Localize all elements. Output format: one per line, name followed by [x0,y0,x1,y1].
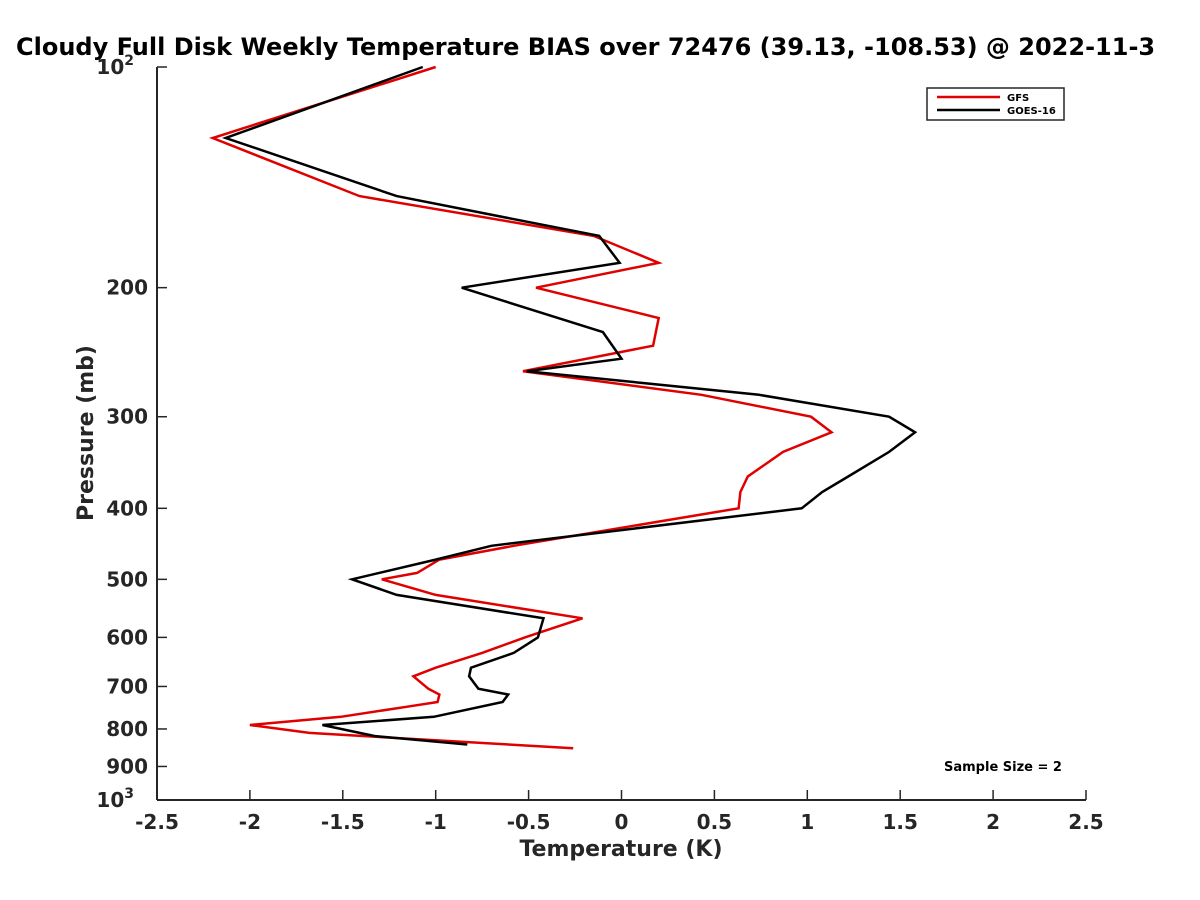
y-tick-exponent: 2 [124,53,134,69]
y-tick-label: 800 [106,717,148,741]
chart-title: Cloudy Full Disk Weekly Temperature BIAS… [16,33,1155,61]
x-tick-label: -1.5 [321,810,365,834]
x-tick-label: 1 [800,810,814,834]
y-axis-label: Pressure (mb) [74,345,99,521]
y-tick-label: 700 [106,674,148,698]
x-tick-label: 1.5 [882,810,917,834]
x-axis-label: Temperature (K) [519,837,722,862]
y-tick-exponent: 3 [124,786,134,802]
series-lines [208,65,918,750]
legend-label: GFS [1007,93,1029,104]
x-tick-label: 2 [986,810,1000,834]
x-tick-label: 0 [615,810,629,834]
y-tick-label: 500 [106,567,148,591]
y-tick-label: 400 [106,496,148,520]
y-tick-base: 10 [96,55,124,79]
x-tick-label: 2.5 [1068,810,1103,834]
x-tick-label: -1 [425,810,447,834]
y-tick-label: 600 [106,625,148,649]
x-tick-label: -2.5 [135,810,179,834]
y-tick-label: 102 [96,53,134,79]
series-line-gfs [208,65,835,750]
legend: GFS GOES-16 [926,87,1065,121]
series-line-goes-16 [221,65,918,746]
x-tick-label: -0.5 [507,810,551,834]
x-tick-label: 0.5 [697,810,732,834]
y-tick-base: 10 [96,788,124,812]
y-tick-label: 300 [106,405,148,429]
legend-label: GOES-16 [1007,106,1056,117]
y-tick-label: 900 [106,754,148,778]
plot-background [157,67,1086,800]
x-tick-label: -2 [239,810,261,834]
sample-size-annotation: Sample Size = 2 [944,760,1062,775]
x-ticks: -2.5 -2 -1.5 -1 -0.5 0 0.5 1 1.5 2 2.5 [135,790,1104,834]
y-tick-label: 103 [96,786,134,812]
legend-box [926,87,1065,121]
y-tick-label: 200 [106,276,148,300]
